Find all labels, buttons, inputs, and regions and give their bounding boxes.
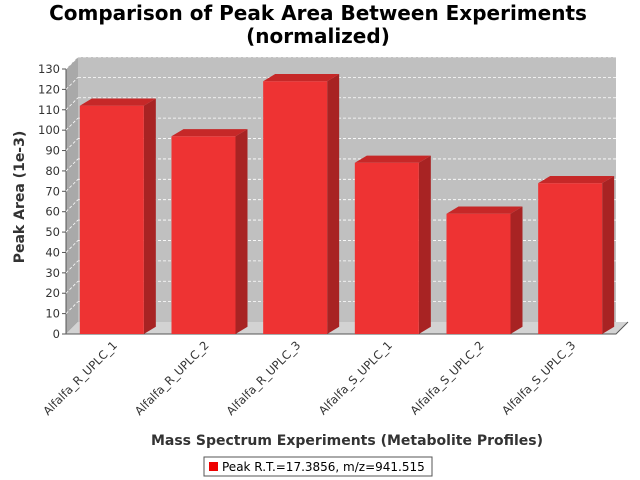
y-tick-label: 40 (45, 245, 60, 259)
gridline-wall (65, 301, 79, 314)
bar (538, 175, 615, 334)
gridline-wall (65, 199, 79, 212)
plot-background (78, 57, 616, 322)
y-tick-label: 60 (45, 205, 60, 219)
gridline-wall (65, 117, 79, 131)
x-category-label: Alfalfa_R_UPLC_3 (224, 338, 304, 418)
gridline-wall (65, 219, 79, 233)
bar-top (538, 175, 615, 184)
y-axis-ticks: 0 10 20 30 40 50 60 70 80 90 100 110 120 130 (38, 62, 66, 341)
bar-side (235, 129, 248, 334)
x-axis-categories: Alfalfa_R_UPLC_1 Alfalfa_R_UPLC_2 Alfalfa_… (40, 338, 578, 418)
gridline-wall (65, 240, 79, 253)
plot-left-wall (66, 57, 78, 334)
bar (263, 74, 340, 335)
gridline-wall (65, 138, 79, 151)
y-tick-label: 90 (45, 144, 60, 158)
bar (354, 155, 431, 334)
bar-front (171, 136, 236, 334)
bar-top (446, 206, 523, 214)
y-tick-label: 100 (38, 123, 60, 137)
bar (79, 98, 156, 334)
x-category-label: Alfalfa_R_UPLC_1 (40, 338, 120, 418)
gridline-wall (65, 260, 79, 274)
x-axis-label: Mass Spectrum Experiments (Metabolite Pr… (151, 433, 543, 449)
y-tick-label: 70 (45, 184, 60, 198)
y-tick-label: 120 (38, 82, 60, 96)
legend: Peak R.T.=17.3856, m/z=941.515 (203, 456, 433, 477)
bars (79, 74, 615, 335)
y-axis-label: Peak Area (1e-3) (12, 131, 28, 264)
chart-title: Comparison of Peak Area Between Experime… (49, 1, 587, 25)
bar-top (79, 98, 156, 106)
bar-top (171, 129, 248, 137)
x-category-label: Alfalfa_S_UPLC_2 (407, 338, 486, 417)
bar-front (354, 162, 419, 334)
y-tick-label: 30 (45, 266, 60, 280)
gridlines (65, 56, 628, 314)
legend-box (203, 456, 433, 477)
gridline-wall (65, 179, 79, 192)
y-tick-label: 10 (45, 307, 60, 321)
bar-side (418, 155, 431, 334)
bar-front (538, 183, 603, 334)
x-axis-line (66, 321, 629, 335)
gridline-wall (65, 56, 79, 70)
gridline-wall (65, 97, 79, 111)
y-tick-label: 0 (53, 327, 60, 341)
chart-subtitle: (normalized) (246, 24, 390, 48)
x-category-label: Alfalfa_S_UPLC_1 (316, 338, 395, 417)
y-tick-label: 50 (45, 225, 60, 239)
bar-top (354, 155, 431, 163)
bar-front (79, 105, 144, 334)
bar-side (602, 175, 615, 334)
bar-side (510, 206, 523, 334)
gridline-wall (65, 158, 79, 172)
y-tick-label: 80 (45, 164, 60, 178)
gridline-wall (65, 77, 79, 90)
bar-top (263, 74, 340, 82)
bar (446, 206, 523, 334)
bar-front (263, 81, 328, 334)
bar-side (327, 74, 340, 335)
y-tick-label: 130 (38, 62, 60, 76)
bar (171, 129, 248, 334)
gridline-wall (65, 280, 79, 294)
bar-front (446, 213, 511, 334)
x-category-label: Alfalfa_S_UPLC_3 (499, 338, 578, 417)
bar-side (143, 98, 156, 334)
y-tick-label: 20 (45, 286, 60, 300)
legend-swatch (209, 462, 218, 471)
y-tick-label: 110 (38, 103, 60, 117)
x-category-label: Alfalfa_R_UPLC_2 (132, 338, 212, 418)
legend-item-label: Peak R.T.=17.3856, m/z=941.515 (222, 460, 425, 474)
